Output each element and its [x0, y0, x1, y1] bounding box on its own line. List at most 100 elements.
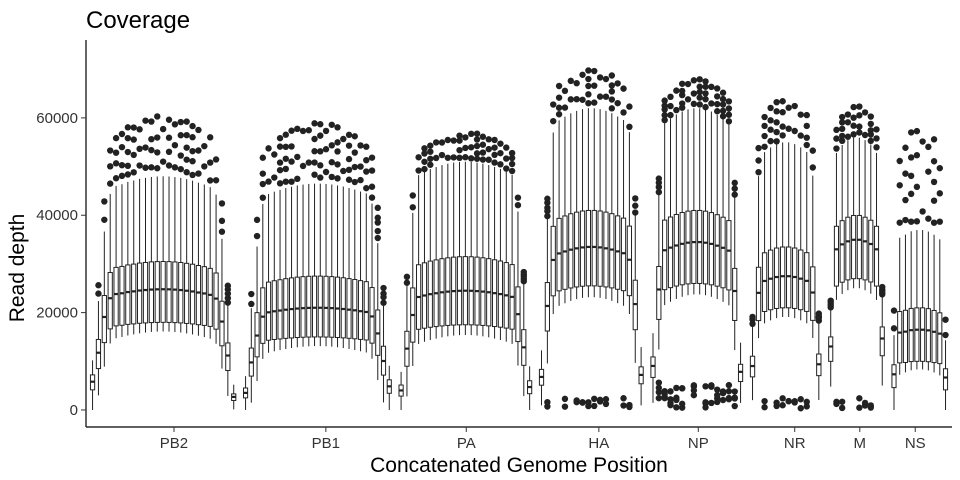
box — [107, 147, 114, 344]
outlier-point — [271, 174, 278, 181]
outlier-point — [171, 121, 179, 128]
box-body — [271, 280, 277, 340]
outlier-point — [725, 388, 733, 395]
outlier-point — [317, 148, 324, 155]
outlier-point — [334, 148, 341, 155]
outlier-point — [282, 131, 289, 138]
outlier-point — [702, 383, 709, 390]
outlier-point — [602, 396, 610, 403]
outlier-point — [690, 100, 698, 108]
outlier-point — [473, 155, 481, 162]
box — [479, 133, 487, 337]
outlier-point — [177, 132, 184, 139]
box-body — [673, 213, 679, 287]
box-body — [833, 225, 840, 287]
box — [538, 350, 545, 406]
box-body — [178, 261, 184, 324]
outlier-point — [919, 208, 926, 215]
outlier-point — [421, 145, 428, 152]
outlier-point — [708, 100, 715, 107]
outlier-point — [177, 165, 184, 173]
outlier-point — [936, 218, 943, 225]
outlier-point — [340, 135, 347, 143]
outlier-point — [124, 134, 132, 142]
outlier-point — [761, 122, 768, 130]
outlier-point — [259, 194, 267, 201]
outlier-point — [130, 169, 137, 176]
box-body — [685, 210, 691, 285]
outlier-point — [785, 104, 792, 111]
outlier-point — [573, 79, 580, 87]
y-tick-label: 60000 — [36, 110, 78, 127]
x-axis-title: Concatenated Genome Position — [370, 454, 668, 477]
box — [555, 82, 563, 306]
box-body — [650, 356, 656, 378]
outlier-point — [838, 113, 846, 121]
outlier-point — [608, 88, 616, 95]
box-body — [340, 277, 346, 339]
outlier-point — [719, 113, 727, 120]
box — [650, 333, 656, 403]
outlier-point — [479, 133, 487, 140]
outlier-point — [183, 118, 190, 125]
outlier-point — [468, 130, 475, 138]
box — [462, 134, 469, 335]
box — [201, 142, 208, 338]
outlier-point — [714, 100, 721, 108]
y-tick-label: 40000 — [36, 207, 78, 224]
outlier-point — [456, 146, 463, 154]
outlier-point — [118, 143, 126, 151]
outlier-point — [573, 397, 580, 404]
outlier-point — [856, 112, 863, 119]
box — [708, 83, 715, 407]
box — [514, 194, 522, 366]
box — [363, 143, 370, 353]
outlier-point — [368, 194, 376, 201]
outlier-point — [183, 169, 190, 176]
box — [755, 144, 762, 339]
outlier-point — [456, 154, 463, 162]
outlier-point — [667, 111, 674, 119]
outlier-point — [159, 158, 167, 165]
box-body — [779, 246, 786, 309]
box-body — [839, 220, 845, 283]
outlier-point — [357, 176, 364, 184]
outlier-point — [514, 194, 522, 201]
outlier-point — [561, 87, 569, 95]
box-body — [603, 211, 609, 288]
box — [248, 290, 255, 403]
outlier-point — [803, 403, 810, 410]
box — [907, 129, 915, 371]
box — [95, 282, 102, 396]
outlier-point — [907, 218, 915, 225]
outlier-point — [591, 395, 598, 403]
outlier-point — [809, 164, 816, 171]
outlier-point — [602, 400, 610, 408]
box — [409, 192, 416, 366]
box — [124, 124, 132, 336]
outlier-point — [850, 122, 857, 129]
box — [485, 136, 492, 338]
box — [183, 118, 190, 334]
outlier-point — [224, 299, 232, 306]
outlier-point — [165, 148, 173, 156]
outlier-point — [873, 144, 880, 151]
outlier-point — [833, 398, 840, 406]
outlier-point — [322, 168, 330, 176]
outlier-point — [725, 396, 733, 403]
outlier-point — [614, 99, 621, 107]
outlier-point — [719, 107, 727, 115]
outlier-point — [415, 154, 422, 161]
outlier-point — [761, 397, 768, 405]
outlier-point — [195, 147, 202, 154]
outlier-point — [142, 144, 149, 151]
outlier-point — [856, 123, 863, 130]
outlier-point — [248, 300, 255, 308]
box — [415, 154, 422, 344]
box — [626, 103, 633, 411]
box — [527, 366, 533, 410]
outlier-point — [773, 108, 780, 115]
outlier-point — [265, 145, 272, 152]
outlier-point — [696, 76, 703, 83]
outlier-point — [357, 163, 364, 170]
